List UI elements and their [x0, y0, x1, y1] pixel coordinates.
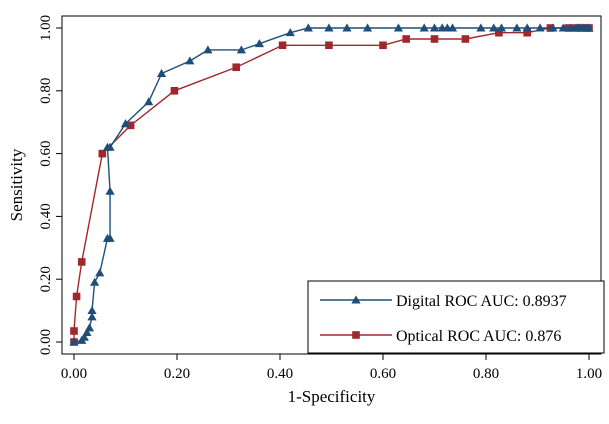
y-axis-label: Sensitivity [7, 148, 26, 221]
data-point [156, 68, 167, 77]
x-axis-label: 1-Specificity [288, 387, 376, 406]
y-tick-label: 0.80 [38, 78, 54, 104]
data-point [79, 332, 89, 341]
data-point [429, 23, 440, 32]
data-point [69, 337, 79, 346]
data-point [144, 97, 154, 106]
data-point [87, 306, 97, 315]
data-point [254, 39, 264, 48]
data-point [72, 292, 81, 301]
data-point [512, 23, 522, 32]
data-point [430, 35, 439, 43]
data-point [105, 233, 115, 242]
x-tick-label: 0.60 [370, 366, 396, 382]
y-tick-label: 0.60 [38, 140, 54, 166]
data-point [522, 23, 532, 32]
data-point [584, 23, 594, 32]
data-point [476, 23, 486, 32]
legend-marker [352, 331, 360, 339]
data-point [379, 41, 387, 50]
data-point [523, 28, 531, 37]
series-layer [69, 23, 594, 346]
data-point [90, 277, 100, 286]
data-point [324, 23, 334, 32]
data-point [120, 119, 131, 128]
x-tick-label: 0.40 [267, 366, 293, 382]
data-point [232, 63, 241, 72]
x-tick-label: 1.00 [576, 366, 602, 382]
data-point [278, 41, 287, 50]
y-tick-label: 0.00 [38, 329, 54, 355]
x-tick-label: 0.20 [164, 366, 190, 382]
chart-axes: 0.00 0.20 0.40 0.60 0.80 1.00 0.00 0.20 0.40 0.60… [38, 15, 602, 382]
data-point [126, 121, 135, 130]
data-point [84, 323, 95, 332]
data-point [82, 327, 92, 337]
data-point [77, 258, 86, 266]
series-triangle-0 [69, 23, 594, 346]
data-point [70, 327, 78, 335]
data-point [236, 45, 246, 54]
data-point [402, 35, 410, 43]
plot-frame [61, 15, 602, 355]
data-point [303, 23, 313, 32]
legend-label: Optical ROC AUC: 0.876 [396, 328, 561, 345]
data-point [105, 186, 115, 195]
legend-marker [351, 295, 361, 304]
data-point [558, 23, 568, 32]
data-point [342, 23, 352, 32]
x-tick-label: 0.00 [61, 366, 87, 382]
data-point [95, 268, 105, 277]
data-point [495, 28, 503, 37]
legend-label: Digital ROC AUC: 0.8937 [396, 293, 567, 310]
legend-box [307, 280, 605, 354]
data-point [105, 142, 115, 151]
data-point [496, 23, 507, 32]
x-tick-label: 0.80 [473, 366, 499, 382]
data-point [170, 87, 179, 95]
data-point [447, 23, 458, 32]
y-tick-label: 0.40 [38, 203, 54, 229]
data-point [98, 149, 107, 158]
data-point [419, 23, 429, 32]
data-point [548, 23, 558, 32]
data-point [362, 23, 373, 32]
data-point [393, 23, 404, 32]
data-point [87, 312, 97, 321]
y-tick-label: 1.00 [38, 15, 54, 41]
y-tick-label: 0.20 [38, 266, 54, 292]
data-point [325, 41, 333, 50]
data-point [203, 45, 213, 54]
data-point [489, 23, 499, 32]
data-point [461, 35, 470, 43]
data-point [185, 56, 195, 65]
chart-legend: Digital ROC AUC: 0.8937 Optical ROC AUC: … [307, 280, 605, 354]
data-point [285, 28, 295, 37]
data-point [535, 23, 545, 32]
